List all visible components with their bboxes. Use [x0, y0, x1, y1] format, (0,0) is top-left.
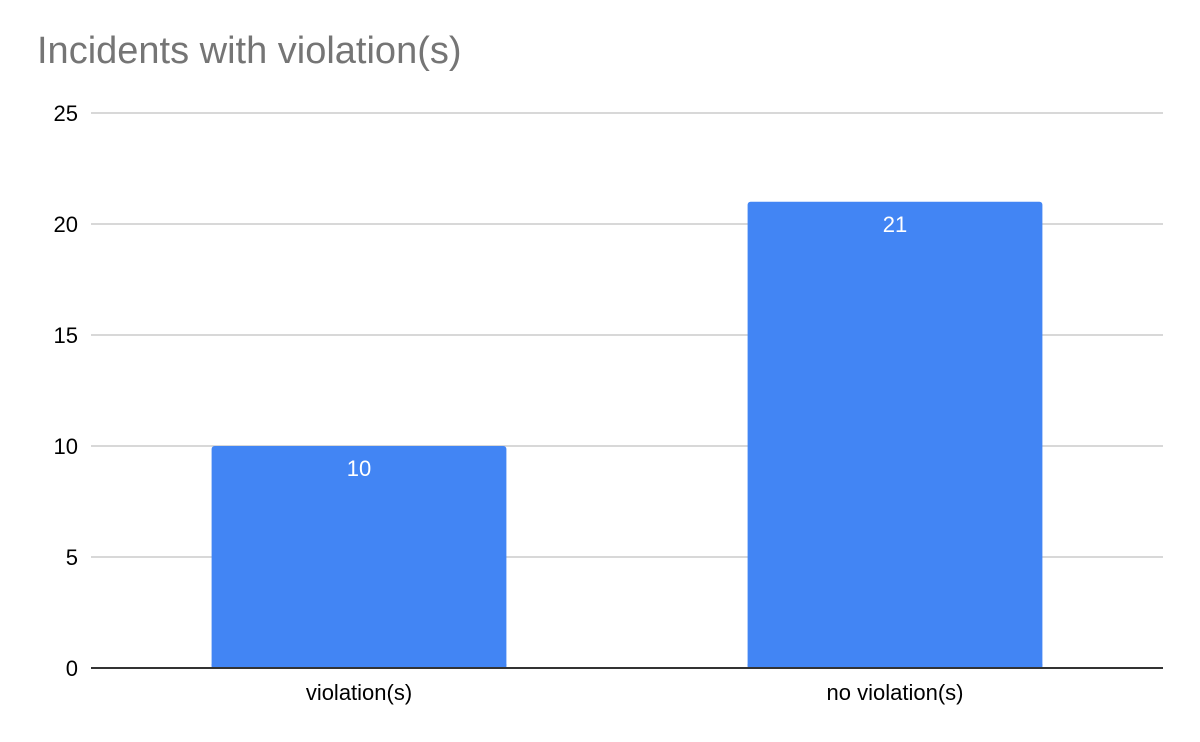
bar-base: [747, 664, 1043, 668]
x-category-label: violation(s): [306, 680, 412, 705]
bar: [747, 201, 1043, 669]
chart-title: Incidents with violation(s): [37, 30, 462, 72]
y-axis-ticks: 0 5 10 15 20 25: [54, 101, 78, 681]
data-label: 21: [883, 212, 907, 237]
bar: [211, 446, 507, 668]
data-labels: 10 21: [347, 212, 907, 481]
y-tick-label: 25: [54, 101, 78, 126]
x-axis-categories: violation(s) no violation(s): [306, 680, 964, 705]
y-tick-label: 20: [54, 212, 78, 237]
data-label: 10: [347, 456, 371, 481]
y-tick-label: 0: [66, 656, 78, 681]
y-tick-label: 10: [54, 434, 78, 459]
bars: [211, 201, 1043, 669]
y-tick-label: 5: [66, 545, 78, 570]
bar-base: [211, 664, 507, 668]
x-category-label: no violation(s): [827, 680, 964, 705]
y-tick-label: 15: [54, 323, 78, 348]
